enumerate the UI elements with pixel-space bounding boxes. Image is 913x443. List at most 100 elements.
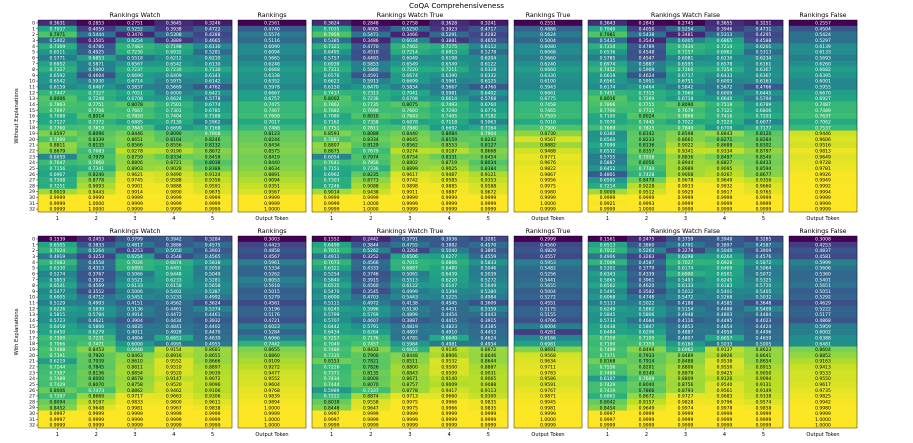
heatmap-cell [390,37,430,44]
heatmap-cell [76,95,116,102]
cell-value-label: 0.5133 [600,301,616,307]
heatmap-cell [351,241,391,248]
heatmap-cell [468,352,509,359]
heatmap-cell [312,49,352,56]
heatmap-cell [744,358,784,365]
cell-value-label: 0.9106 [205,388,221,394]
cell-value-label: 0.8754 [402,154,418,160]
heatmap-cell [351,311,391,318]
heatmap-cell [312,37,352,44]
heatmap-cell [627,37,667,44]
heatmap-cell [744,78,784,85]
cell-value-label: 0.8016 [600,96,616,102]
heatmap-cell [154,142,194,149]
y-tick-label: 10 [29,295,35,301]
heatmap-cell [468,404,509,411]
cell-value-label: 0.5374 [205,306,221,312]
heatmap-cell [627,276,667,283]
cell-value-label: 0.8862 [127,388,143,394]
cell-value-label: 0.8778 [88,178,104,184]
heatmap-cell [193,334,233,342]
heatmap-cell [744,177,784,184]
heatmap-cell [390,346,430,353]
heatmap-cell [154,49,194,56]
heatmap-cell [238,329,307,336]
heatmap-cell [744,101,784,108]
cell-value-label: 0.8039 [324,399,340,405]
cell-value-label: 0.9974 [678,405,694,411]
y-tick-label: 14 [29,318,35,324]
cell-value-label: 0.8433 [756,160,772,166]
heatmap-cell [468,300,509,307]
heatmap-cell [312,364,352,371]
heatmap-cell [627,20,667,27]
cell-value-label: 0.5004 [540,38,556,44]
heatmap-cell [514,171,583,178]
cell-value-label: 0.7405 [441,114,457,120]
heatmap-cell [76,236,116,243]
heatmap-cell [76,282,116,289]
x-tick-label: 4 [172,216,175,222]
y-tick-label: 15 [29,324,35,330]
cell-value-label: 0.9999 [402,411,418,417]
heatmap-cell [76,346,116,353]
cell-value-label: 0.7315 [639,90,655,96]
heatmap-cell [312,200,352,207]
cell-value-label: 0.9678 [678,178,694,184]
heatmap-cell [789,393,858,400]
heatmap-cell [154,66,194,73]
cell-value-label: 0.9356 [756,178,772,184]
cell-value-label: 0.8843 [717,131,733,137]
cell-value-label: 0.4992 [205,295,221,301]
cell-value-label: 0.6068 [600,295,616,301]
cell-value-label: 0.6159 [50,85,66,91]
heatmap-cell [115,305,155,312]
cell-value-label: 0.7211 [441,67,457,73]
heatmap-cell [351,270,391,278]
heatmap-cell [390,305,430,312]
heatmap-cell [514,188,583,195]
cell-value-label: 0.4443 [481,312,497,318]
cell-value-label: 0.5111 [324,301,340,307]
cell-value-label: 0.6139 [815,44,831,50]
cell-value-label: 0.9975 [402,399,418,405]
cell-value-label: 0.6433 [717,73,733,79]
cell-value-label: 0.8675 [324,149,340,155]
heatmap-cell [238,37,307,44]
y-tick-label: 13 [29,312,35,318]
cell-value-label: 0.5051 [815,289,831,295]
heatmap-cell [351,398,391,406]
cell-value-label: 0.7275 [441,44,457,50]
heatmap-cell [705,393,745,400]
cell-value-label: 0.4919 [50,254,66,260]
cell-value-label: 0.4559 [481,254,497,260]
cell-value-label: 0.5472 [678,295,694,301]
cell-value-label: 0.7009 [600,260,616,266]
cell-value-label: 0.8235 [363,172,379,178]
heatmap-cell [38,340,78,347]
cell-value-label: 0.8136 [88,370,104,376]
heatmap-cell [312,236,352,243]
heatmap-cell [38,31,78,38]
heatmap-cell [666,153,706,160]
heatmap-cell [238,171,307,178]
cell-value-label: 0.8899 [402,166,418,172]
heatmap-cell [627,182,667,190]
cell-value-label: 0.9540 [717,382,733,388]
cell-value-label: 0.6785 [205,108,221,114]
y-tick-label: 17 [29,335,35,341]
heatmap-cell [238,416,307,423]
heatmap-cell [154,236,194,243]
heatmap-cell [351,288,391,295]
heatmap-cell [238,241,307,248]
heatmap-cell [154,200,194,207]
cell-value-label: 0.6174 [600,85,616,91]
heatmap-cell [429,259,470,266]
heatmap-cell [238,177,307,184]
heatmap-cell [115,177,155,184]
cell-value-label: 0.6651 [166,335,182,341]
cell-value-label: 0.5482 [540,266,556,272]
heatmap-cell [514,148,583,155]
cell-value-label: 0.4493 [363,55,379,61]
y-tick-label: 29 [29,405,35,411]
